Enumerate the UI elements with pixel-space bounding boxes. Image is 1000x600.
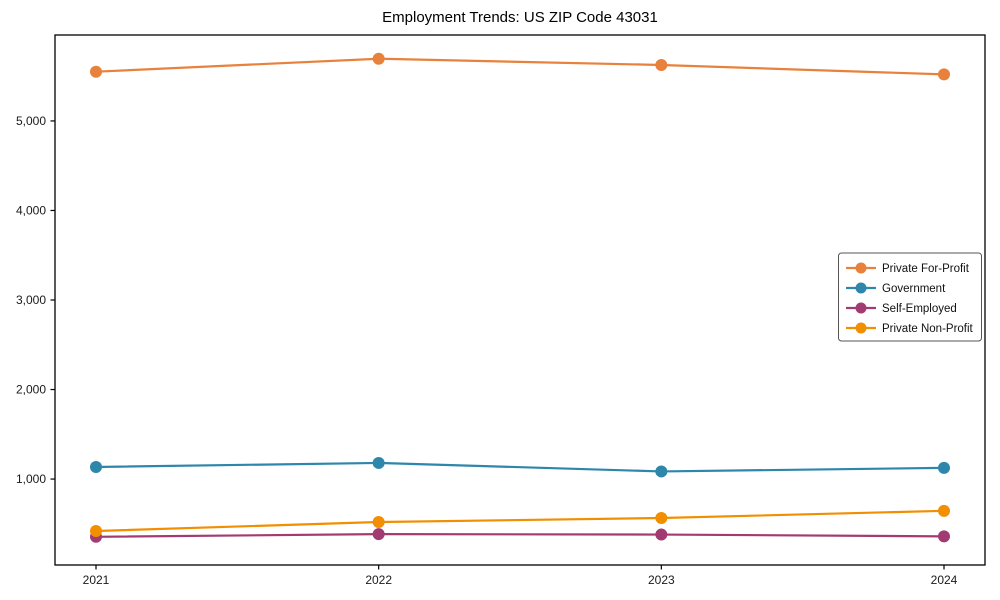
- chart-title: Employment Trends: US ZIP Code 43031: [382, 9, 658, 26]
- legend-marker-self-employed: [855, 302, 867, 314]
- y-tick-label: 1,000: [16, 472, 46, 486]
- data-point-private-non-profit-2021: [90, 524, 102, 537]
- data-point-private-non-profit-2024: [938, 504, 950, 517]
- data-point-self-employed-2022: [372, 528, 385, 541]
- data-point-private-for-profit-2021: [90, 65, 102, 78]
- legend-label-government: Government: [882, 283, 946, 295]
- legend-label-private-non-profit: Private Non-Profit: [882, 323, 974, 335]
- legend: Private For-Profit Government Self-Employe…: [838, 252, 982, 342]
- legend-label-self-employed: Self-Employed: [882, 303, 957, 315]
- legend-label-private-for-profit: Private For-Profit: [882, 263, 970, 275]
- series-line-private-for-profit: [94, 57, 946, 76]
- series-line-government: [94, 461, 946, 473]
- data-point-self-employed-2024: [938, 530, 950, 543]
- y-tick-label: 4,000: [16, 203, 46, 217]
- series-line-private-non-profit: [94, 509, 946, 533]
- data-point-government-2021: [90, 460, 102, 473]
- legend-item-private-for-profit: Private For-Profit: [846, 262, 970, 275]
- legend-marker-government: [855, 282, 867, 294]
- data-point-private-for-profit-2023: [655, 58, 668, 71]
- data-point-government-2023: [655, 465, 668, 478]
- legend-marker-private-non-profit: [855, 322, 867, 334]
- legend-item-self-employed: Self-Employed: [846, 302, 957, 315]
- data-point-private-non-profit-2023: [655, 511, 668, 524]
- series-line-self-employed: [94, 533, 946, 538]
- data-point-self-employed-2023: [655, 528, 668, 541]
- data-point-government-2024: [938, 461, 950, 474]
- legend-box: [838, 252, 982, 342]
- legend-item-government: Government: [846, 282, 946, 295]
- data-point-private-for-profit-2022: [372, 52, 385, 65]
- y-tick-label: 5,000: [16, 114, 46, 128]
- legend-marker-private-for-profit: [855, 262, 867, 274]
- legend-item-private-non-profit: Private Non-Profit: [846, 322, 974, 335]
- x-tick-label: 2024: [931, 573, 958, 587]
- x-tick-label: 2023: [648, 573, 675, 587]
- data-point-private-for-profit-2024: [938, 68, 950, 81]
- y-tick-label: 3,000: [16, 293, 46, 307]
- y-tick-label: 2,000: [16, 383, 46, 397]
- data-point-private-non-profit-2022: [372, 516, 385, 529]
- data-point-government-2022: [372, 456, 385, 469]
- x-tick-label: 2022: [365, 573, 392, 587]
- x-tick-label: 2021: [83, 573, 110, 587]
